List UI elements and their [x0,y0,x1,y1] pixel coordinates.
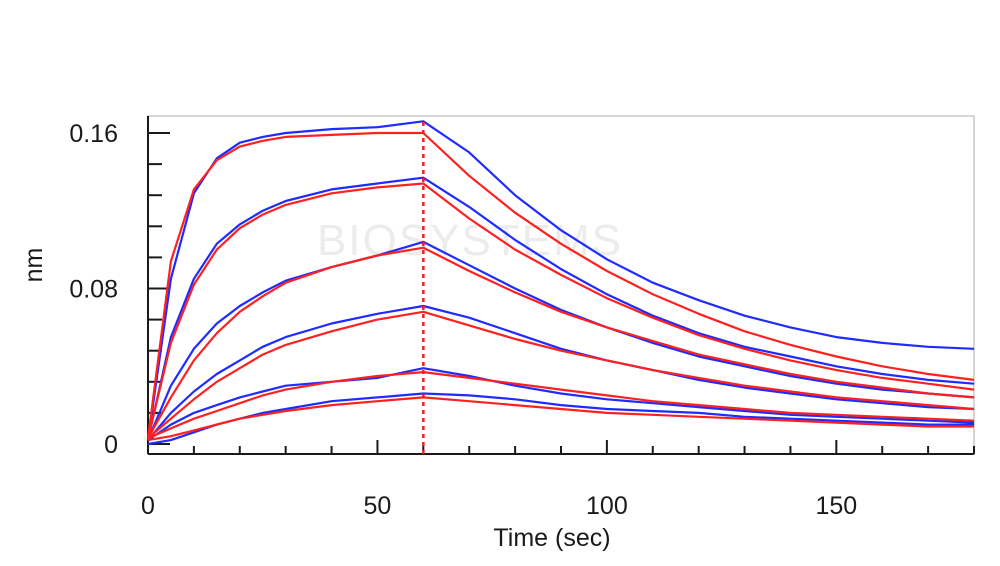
x-tick-label: 150 [815,492,857,520]
x-tick-label: 50 [364,492,392,520]
x-tick-label: 100 [586,492,628,520]
x-tick-label: 0 [141,492,155,520]
measured-curve [146,240,975,441]
x-axis-ticks: 0 50 100 150 [141,440,975,520]
fit-curve [146,182,975,439]
plot-area [147,115,975,455]
x-axis-title: Time (sec) [493,524,610,552]
fit-curve [147,371,975,440]
y-tick-label: 0.16 [69,120,118,148]
y-tick-label: 0.08 [69,276,118,304]
y-tick-label: 0 [104,431,118,459]
fit-curve [147,310,975,440]
measured-curve [146,120,975,441]
measured-series-group [146,120,975,446]
fit-curve [146,131,975,439]
measured-curve [147,304,975,441]
fit-curve [147,396,974,442]
fit-curve [147,246,975,439]
y-axis-title: nm [20,248,48,283]
watermark-text: BIOSYSTEMS [317,216,623,265]
measured-curve [146,176,975,441]
fit-series-group [146,131,975,442]
